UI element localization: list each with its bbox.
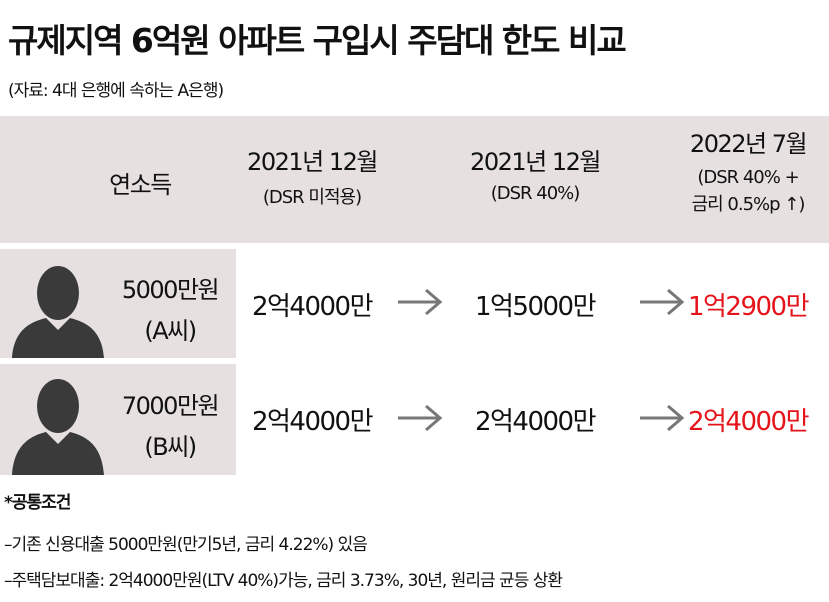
header-sub: 금리 0.5%p ↑) [691, 194, 806, 215]
person: (A씨) [144, 317, 197, 345]
income: 5000만원 [121, 276, 220, 304]
income: 7000만원 [121, 392, 220, 420]
header-sub: (DSR 40% + [697, 167, 799, 188]
source: (자료: 4대 은행에 속하는 A은행) [8, 81, 224, 101]
row-label: 7000만원 (B씨) [110, 386, 230, 462]
header-cell: 연소득 [109, 171, 172, 199]
cell: 2억4000만 [251, 292, 374, 322]
header-cell: 2021년 12월 (DSR 40%) [435, 142, 635, 204]
header-cell: 2022년 7월 (DSR 40% + 금리 0.5%p ↑) [648, 124, 829, 216]
arrows [398, 288, 685, 432]
title: 규제지역 6억원 아파트 구입시 주담대 한도 비교 [8, 21, 627, 60]
note: –주택담보대출: 2억4000만원(LTV 40%)가능, 금리 3.73%, … [4, 571, 563, 591]
header-sub: (DSR 미적용) [262, 187, 362, 208]
person-icon [12, 266, 104, 358]
header-label: 2022년 7월 [689, 130, 808, 158]
cell: 1억5000만 [474, 292, 597, 322]
highlight-cell: 1억2900만 [687, 292, 810, 322]
note: –기존 신용대출 5000만원(만기5년, 금리 4.22%) 있음 [4, 535, 368, 555]
cell: 2억4000만 [251, 407, 374, 437]
person: (B씨) [144, 433, 197, 461]
person-icon [12, 379, 104, 475]
header-label: 2021년 12월 [247, 148, 378, 176]
cell: 2억4000만 [474, 407, 597, 437]
header-label: 2021년 12월 [470, 148, 601, 176]
header-sub: (DSR 40%) [490, 183, 581, 204]
row-separator [0, 358, 829, 364]
header-cell: 2021년 12월 (DSR 미적용) [212, 142, 412, 209]
header-background [0, 116, 829, 243]
notes-title: *공통조건 [4, 493, 71, 513]
row-label: 5000만원 (A씨) [110, 270, 230, 346]
highlight-cell: 2억4000만 [687, 407, 810, 437]
